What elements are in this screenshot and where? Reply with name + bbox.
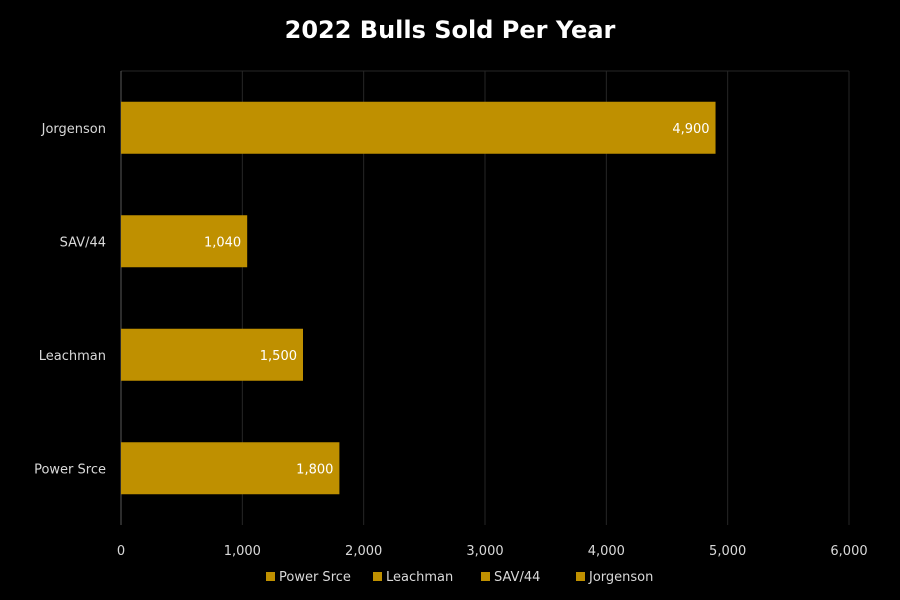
legend-entry: SAV/44 <box>494 570 540 585</box>
x-tick-label: 3,000 <box>466 544 503 559</box>
bars: 1,800 1,500 1,040 4,900 <box>121 101 716 495</box>
x-tick-label: 6,000 <box>830 544 867 559</box>
legend-entry: Jorgenson <box>588 570 653 585</box>
data-label: 1,040 <box>204 235 241 250</box>
data-label: 4,900 <box>672 122 709 137</box>
legend-entry: Leachman <box>386 570 453 585</box>
x-axis-ticks: 0 1,000 2,000 3,000 4,000 5,000 6,000 <box>117 544 868 559</box>
category-label: Leachman <box>39 349 106 364</box>
data-label: 1,800 <box>296 462 333 477</box>
category-label: SAV/44 <box>60 235 106 250</box>
bar-power-srce <box>121 442 340 495</box>
legend: Power Srce Leachman SAV/44 Jorgenson <box>266 570 653 585</box>
legend-swatch <box>266 572 275 581</box>
category-label: Jorgenson <box>41 122 106 137</box>
x-tick-label: 1,000 <box>224 544 261 559</box>
bar-leachman <box>121 328 303 381</box>
legend-entry: Power Srce <box>279 570 351 585</box>
legend-swatch <box>576 572 585 581</box>
data-label: 1,500 <box>260 349 297 364</box>
chart-title: 2022 Bulls Sold Per Year <box>285 16 616 44</box>
category-label: Power Srce <box>34 462 106 477</box>
x-tick-label: 4,000 <box>588 544 625 559</box>
x-tick-label: 2,000 <box>345 544 382 559</box>
bar-sav-44 <box>121 215 248 268</box>
legend-swatch <box>481 572 490 581</box>
x-tick-label: 5,000 <box>709 544 746 559</box>
bar-jorgenson <box>121 101 716 154</box>
category-labels: Power Srce Leachman SAV/44 Jorgenson <box>34 122 106 478</box>
legend-swatch <box>373 572 382 581</box>
x-tick-label: 0 <box>117 544 125 559</box>
